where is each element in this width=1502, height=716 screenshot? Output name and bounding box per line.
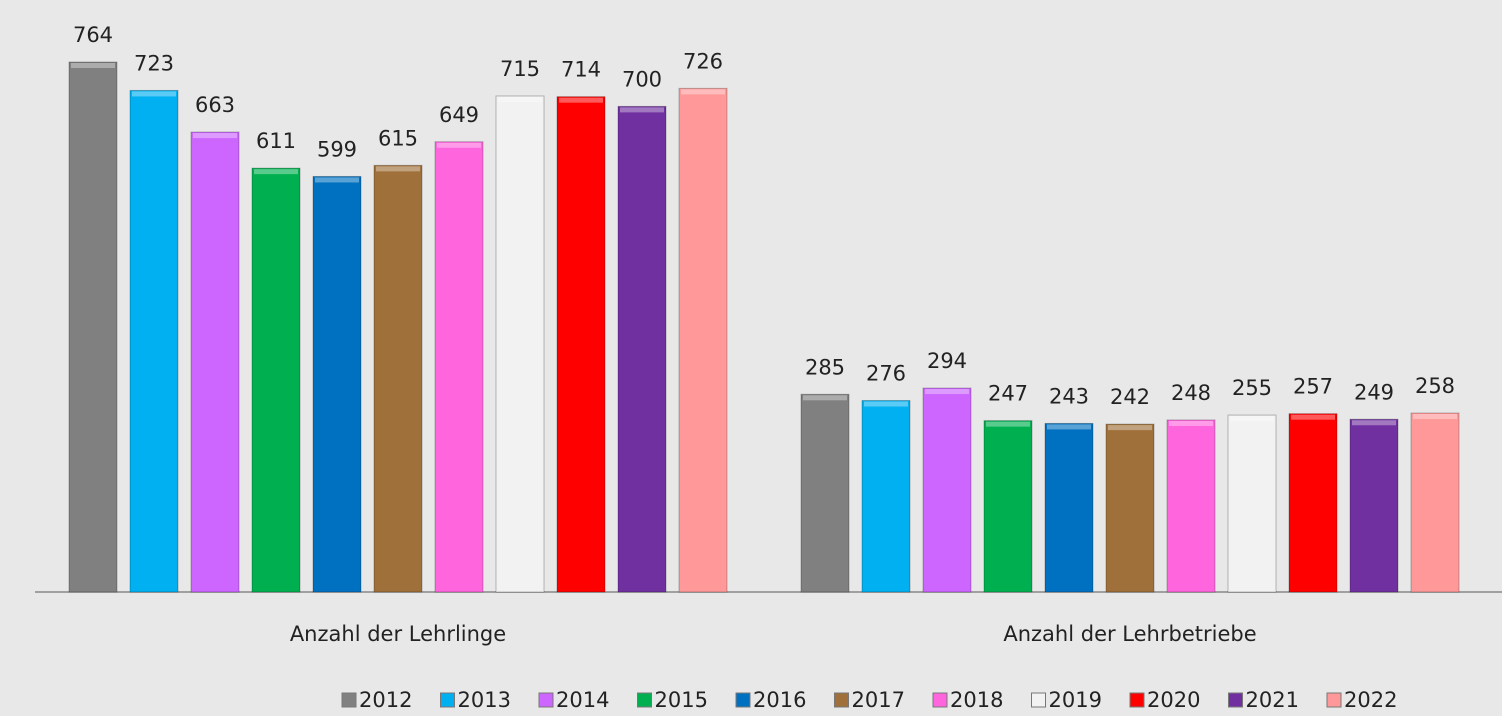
bar [678,87,728,593]
bar-highlight [1230,416,1274,422]
bar [556,96,606,593]
legend-swatch [834,692,849,708]
data-label: 258 [1415,374,1455,398]
data-label: 599 [317,137,357,161]
legend-label: 2016 [753,688,806,712]
data-label: 247 [988,382,1028,406]
bar [434,141,484,593]
bar [190,131,240,593]
bar-highlight [986,421,1030,427]
bar-highlight [376,166,420,172]
bar-highlight [71,63,115,68]
bar [1166,419,1216,593]
bar [1105,423,1155,593]
bar [800,393,850,593]
data-label: 257 [1293,375,1333,399]
data-label: 723 [134,51,174,75]
legend-swatch [932,692,948,708]
bar [251,167,301,593]
data-label: 649 [439,103,479,127]
bar-highlight [620,107,664,113]
bar-highlight [193,133,237,139]
bar-highlight [498,96,542,102]
bar [1288,413,1338,593]
category-label: Anzahl der Lehrlinge [290,622,506,646]
legend-swatch [637,692,652,708]
data-label: 615 [378,126,418,150]
category-label: Anzahl der Lehrbetriebe [1003,622,1256,646]
data-label: 294 [927,349,967,373]
bar-highlight [132,91,176,97]
bar [922,387,972,593]
bar-highlight [254,169,298,175]
bar-highlight [1291,414,1335,420]
bar [373,164,423,593]
data-label: 242 [1110,385,1150,409]
data-label: 611 [256,129,296,153]
data-label: 255 [1232,376,1272,400]
legend-label: 2017 [852,688,905,712]
data-label: 249 [1354,380,1394,404]
data-label: 714 [561,58,601,82]
legend-label: 2021 [1246,688,1299,712]
bar-highlight [437,142,481,148]
legend-label: 2020 [1147,688,1200,712]
bar-highlight [925,389,969,395]
bar [129,89,179,593]
data-label: 715 [500,57,540,81]
bar-highlight [1108,425,1152,431]
bar-highlight [315,177,359,183]
bar [983,420,1033,593]
legend-swatch [735,692,751,708]
bar [495,95,545,593]
data-label: 243 [1049,384,1089,408]
data-label: 285 [805,355,845,379]
bar-highlight [681,89,725,95]
bar [1227,414,1277,593]
bar [861,400,911,593]
data-label: 248 [1171,381,1211,405]
bar [312,175,362,593]
legend-swatch [440,692,455,708]
legend-label: 2019 [1049,688,1102,712]
legend-label: 2015 [655,688,708,712]
legend-swatch [341,692,357,708]
bar [68,61,118,593]
bar-highlight [1413,414,1457,420]
bar-highlight [864,401,908,407]
legend-swatch [1326,692,1342,708]
bar [617,105,667,593]
bar-highlight [559,97,603,103]
data-label: 663 [195,93,235,117]
legend-swatch [1228,692,1243,708]
legend-swatch [538,692,554,708]
data-label: 276 [866,362,906,386]
legend-label: 2013 [458,688,511,712]
data-label: 764 [73,23,113,47]
legend-label: 2018 [950,688,1003,712]
bar-highlight [1352,420,1396,426]
legend-swatch [1031,692,1046,708]
legend-label: 2022 [1344,688,1397,712]
legend-label: 2012 [359,688,412,712]
bar [1349,418,1399,593]
bar-highlight [803,395,847,401]
legend-swatch [1129,692,1145,708]
data-label: 726 [683,49,723,73]
bar [1044,422,1094,593]
bar-highlight [1047,424,1091,430]
data-label: 700 [622,67,662,91]
bar [1410,412,1460,593]
legend-label: 2014 [556,688,609,712]
bar-highlight [1169,420,1213,426]
